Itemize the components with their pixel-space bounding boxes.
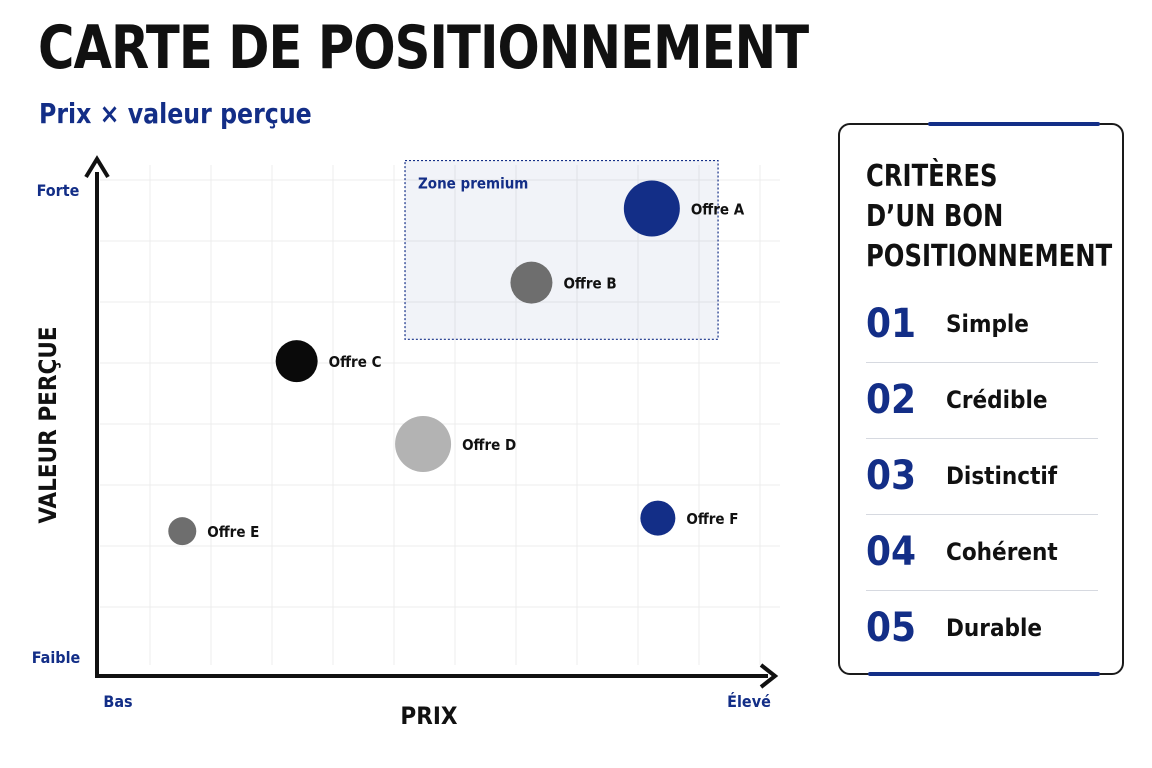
data-point — [510, 261, 553, 304]
criteria-item: 05 Durable — [866, 591, 1098, 666]
criteria-number: 05 — [866, 605, 917, 651]
data-point-label: Offre D — [462, 436, 516, 454]
criteria-item: 01 Simple — [866, 287, 1098, 363]
criteria-label: Simple — [946, 310, 1029, 338]
criteria-number: 03 — [866, 453, 917, 499]
data-point — [623, 180, 680, 237]
data-point-label: Offre F — [686, 510, 738, 528]
criteria-label: Crédible — [946, 386, 1048, 414]
page-title: CARTE DE POSITIONNEMENT — [38, 13, 809, 83]
y-axis-arrow — [84, 155, 110, 179]
criteria-label: Distinctif — [946, 462, 1058, 490]
criteria-title: CRITÈRES D’UN BON POSITIONNEMENT — [866, 159, 1113, 274]
positioning-chart: Zone premium Forte Faible Bas Élevé PRIX VALEU… — [32, 155, 780, 730]
page-subtitle: Prix × valeur perçue — [39, 97, 312, 130]
criteria-item: 04 Cohérent — [866, 515, 1098, 591]
criteria-list: 01 Simple 02 Crédible 03 Distinctif 04 C… — [866, 287, 1098, 666]
x-min-label: Bas — [103, 692, 132, 711]
x-axis-title: PRIX — [400, 702, 457, 730]
data-point — [395, 415, 452, 472]
data-point-label: Offre B — [563, 275, 616, 293]
criteria-label: Durable — [946, 614, 1043, 642]
y-axis-title: VALEUR PERÇUE — [34, 326, 62, 523]
criteria-panel: CRITÈRES D’UN BON POSITIONNEMENT 01 Simp… — [838, 122, 1124, 676]
data-point-label: Offre C — [329, 353, 382, 371]
data-point-label: Offre E — [207, 523, 259, 541]
criteria-item: 02 Crédible — [866, 363, 1098, 439]
panel-top-accent — [928, 122, 1100, 126]
premium-zone-label: Zone premium — [418, 175, 528, 193]
x-max-label: Élevé — [727, 692, 771, 711]
x-axis-arrow — [759, 663, 779, 689]
data-point-label: Offre A — [691, 201, 745, 219]
y-max-label: Forte — [37, 181, 80, 200]
criteria-number: 04 — [866, 529, 917, 575]
criteria-label: Cohérent — [946, 538, 1058, 566]
data-point — [640, 500, 676, 536]
chart-grid — [100, 165, 780, 665]
criteria-item: 03 Distinctif — [866, 439, 1098, 515]
panel-bottom-accent — [868, 672, 1100, 676]
criteria-number: 02 — [866, 377, 917, 423]
criteria-number: 01 — [866, 301, 917, 347]
data-point — [275, 340, 318, 383]
data-point — [168, 517, 197, 546]
y-min-label: Faible — [32, 648, 81, 667]
